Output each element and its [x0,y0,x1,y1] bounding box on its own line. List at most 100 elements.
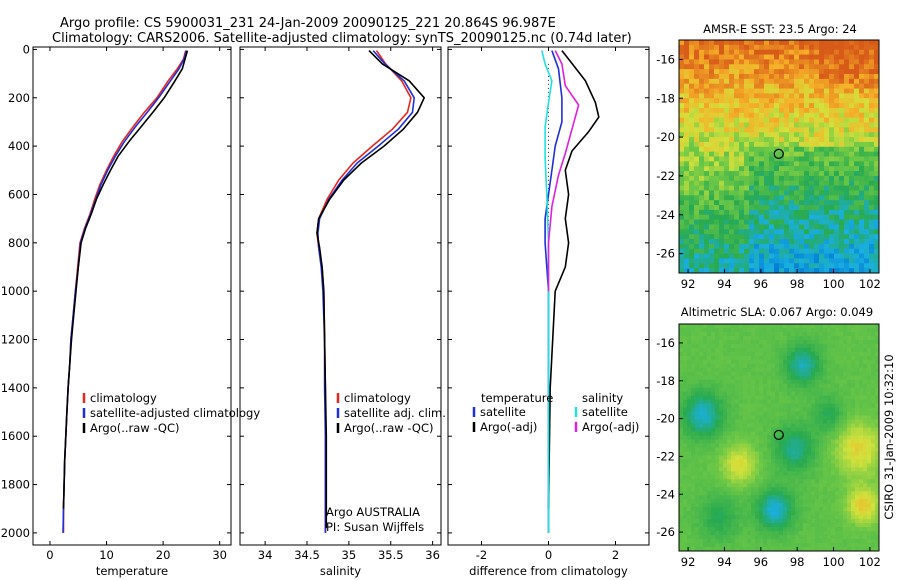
heatmap-cell [811,367,816,373]
heatmap-cell [724,40,730,46]
heatmap-cell [849,132,855,138]
heatmap-cell [691,399,696,405]
heatmap-cell [754,83,760,90]
heatmap-cell [679,253,685,260]
heatmap-cell [684,98,690,104]
heatmap-cell [787,347,792,353]
heatmap-cell [859,103,865,109]
heatmap-cell [787,499,792,504]
heatmap-cell [799,185,805,192]
heatmap-cell [739,200,745,206]
heatmap-cell [719,439,724,445]
heatmap-cell [704,224,710,230]
heatmap-cell [869,195,875,201]
heatmap-cell [864,263,870,269]
heatmap-cell [855,479,860,484]
heatmap-cell [789,156,795,162]
heatmap-cell [787,455,792,460]
heatmap-cell [749,69,755,75]
heatmap-cell [824,44,830,51]
heatmap-cell [769,171,775,177]
heatmap-cell [684,195,690,201]
heatmap-cell [839,439,844,445]
heatmap-cell [699,327,704,333]
heatmap-cell [783,523,788,528]
heatmap-cell [807,411,812,417]
heatmap-cell [747,343,752,349]
heatmap-cell [764,117,770,124]
heatmap-cell [795,391,800,397]
heatmap-cell [787,479,792,484]
heatmap-cell [679,351,684,357]
heatmap-cell [731,423,736,429]
heatmap-cell [727,375,732,381]
heatmap-cell [711,443,716,449]
heatmap-cell [715,347,720,353]
heatmap-cell [787,439,792,445]
heatmap-cell [724,239,730,245]
heatmap-cell [811,371,816,377]
heatmap-cell [743,471,748,476]
heatmap-cell [767,483,772,488]
heatmap-cell [799,239,805,245]
heatmap-cell [689,132,695,138]
heatmap-cell [763,335,768,341]
heatmap-cell [679,523,684,528]
heatmap-cell [724,88,730,94]
heatmap-cell [731,483,736,488]
heatmap-cell [755,423,760,429]
heatmap-cell [874,224,879,230]
heatmap-cell [711,423,716,429]
heatmap-cell [847,479,852,484]
heatmap-cell [699,49,705,56]
heatmap-cell [683,451,688,457]
heatmap-cell [834,190,840,196]
heatmap-cell [724,127,730,133]
heatmap-cell [864,156,870,162]
heatmap-cell [714,64,720,70]
heatmap-cell [791,471,796,476]
heatmap-cell [875,511,879,516]
heatmap-cell [839,107,845,114]
heatmap-cell [754,234,760,240]
heatmap-cell [724,69,730,75]
heatmap-cell [783,447,788,453]
heatmap-cell [739,419,744,425]
heatmap-cell [691,359,696,365]
heatmap-cell [849,40,855,46]
heatmap-cell [863,523,868,528]
heatmap-cell [849,83,855,90]
heatmap-cell [731,455,736,460]
heatmap-cell [719,175,725,182]
heatmap-cell [809,219,815,226]
heatmap-cell [831,471,836,476]
heatmap-cell [719,224,725,230]
heatmap-cell [754,132,760,138]
heatmap-cell [829,117,835,124]
heatmap-cell [835,435,840,441]
heatmap-cell [764,195,770,201]
heatmap-cell [871,455,876,460]
heatmap-cell [851,519,856,524]
temperature-ytick-label: 1000 [1,284,30,298]
heatmap-cell [827,519,832,524]
heatmap-cell [724,78,730,85]
heatmap-cell [871,355,876,361]
heatmap-cell [709,146,715,153]
heatmap-cell [709,253,715,260]
heatmap-cell [809,69,815,75]
heatmap-cell [703,347,708,353]
heatmap-cell [689,98,695,104]
heatmap-cell [731,367,736,373]
heatmap-cell [804,234,810,240]
heatmap-cell [767,451,772,457]
heatmap-cell [759,543,764,548]
heatmap-cell [799,355,804,361]
heatmap-cell [864,268,870,273]
heatmap-cell [687,331,692,337]
heatmap-cell [823,495,828,500]
heatmap-cell [871,535,876,540]
heatmap-cell [844,253,850,260]
heatmap-cell [754,253,760,260]
heatmap-cell [683,419,688,425]
